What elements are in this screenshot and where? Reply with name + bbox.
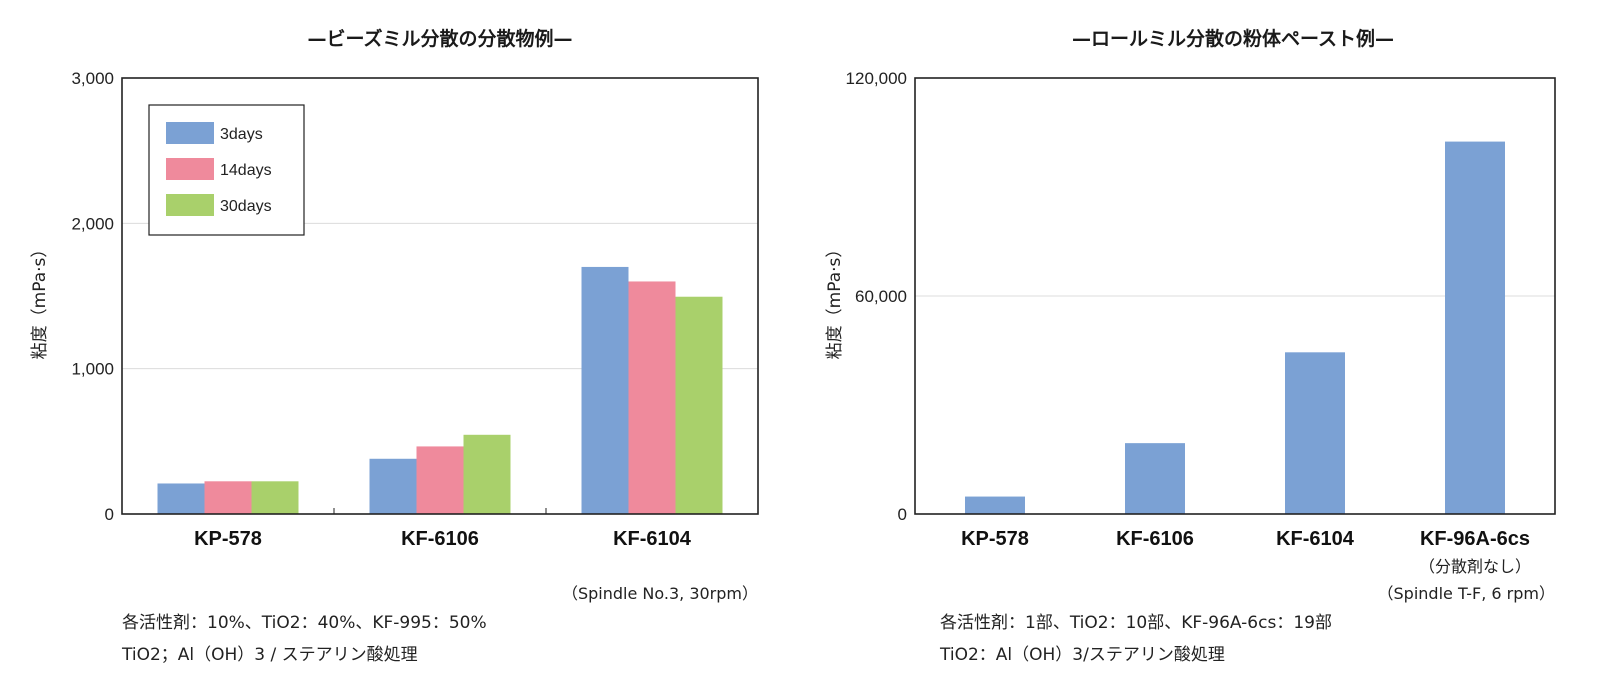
x-tick-sublabel: （分散剤なし） xyxy=(1419,557,1531,576)
x-tick-label: KP-578 xyxy=(194,528,262,550)
chart2-x-ticks: KP-578 KF-6106 KF-6104 KF-96A-6cs （分散剤なし） xyxy=(961,528,1531,576)
y-tick-label: 1,000 xyxy=(71,360,114,379)
legend-swatch-3days xyxy=(166,122,214,144)
chart2-bars xyxy=(965,141,1505,515)
x-tick-label: KF-6104 xyxy=(1276,528,1355,550)
bead-mill-chart: —ビーズミル分散の分散物例— 0 1,000 2,000 3,000 KP-578 KF… xyxy=(30,27,759,665)
y-tick-label: 60,000 xyxy=(855,287,907,306)
chart2-note-2: TiO2：Al（OH）3/ステアリン酸処理 xyxy=(939,645,1225,665)
chart2-y-axis-label: 粘度（mPa·s） xyxy=(825,241,845,360)
chart1-note-1: 各活性剤：10%、TiO2：40%、KF-995：50% xyxy=(122,613,487,633)
chart2-plot-frame xyxy=(914,77,1556,515)
legend-swatch-14days xyxy=(166,158,214,180)
chart1-plot-frame xyxy=(121,77,759,515)
bar-kf-6104 xyxy=(1285,352,1345,514)
x-tick-label: KF-6104 xyxy=(613,528,692,550)
bar-kf-96a-6cs xyxy=(1445,141,1505,515)
bar-kp-578-30days xyxy=(251,481,299,514)
chart1-note-2: TiO2；Al（OH）3 / ステアリン酸処理 xyxy=(121,645,418,665)
legend-label-30days: 30days xyxy=(220,198,272,215)
chart2-y-ticks: 0 60,000 120,000 xyxy=(846,69,907,524)
bar-kf-6106-30days xyxy=(463,434,511,514)
bar-kf-6104-14days xyxy=(628,281,676,514)
chart1-x-ticks: KP-578 KF-6106 KF-6104 xyxy=(194,508,692,550)
chart1-bars xyxy=(157,266,723,514)
chart1-y-ticks: 0 1,000 2,000 3,000 xyxy=(71,69,114,524)
bar-kp-578 xyxy=(965,496,1025,514)
bar-kf-6106-14days xyxy=(416,446,464,514)
y-tick-label: 0 xyxy=(105,505,114,524)
bar-kp-578-14days xyxy=(204,481,252,514)
bar-kf-6104-3days xyxy=(581,266,629,514)
chart2-note-1: 各活性剤：1部、TiO2：10部、KF-96A-6cs：19部 xyxy=(940,613,1332,633)
chart1-title: —ビーズミル分散の分散物例— xyxy=(307,27,572,50)
chart1-y-axis-label: 粘度（mPa·s） xyxy=(30,241,50,360)
legend-label-14days: 14days xyxy=(220,162,272,179)
bar-kp-578-3days xyxy=(157,483,205,514)
bar-kf-6106-3days xyxy=(369,458,417,514)
y-tick-label: 2,000 xyxy=(71,214,114,233)
bar-kf-6104-30days xyxy=(675,296,723,514)
legend-swatch-30days xyxy=(166,194,214,216)
x-tick-label: KF-6106 xyxy=(1116,528,1194,550)
y-tick-label: 0 xyxy=(898,505,907,524)
x-tick-label: KF-6106 xyxy=(401,528,479,550)
chart2-title: —ロールミル分散の粉体ペースト例— xyxy=(1072,27,1394,50)
legend-label-3days: 3days xyxy=(220,126,263,143)
x-tick-label: KP-578 xyxy=(961,528,1029,550)
chart1-legend: 3days 14days 30days xyxy=(148,104,305,236)
bar-kf-6106 xyxy=(1125,443,1185,514)
y-tick-label: 3,000 xyxy=(71,69,114,88)
x-tick-label: KF-96A-6cs xyxy=(1420,528,1530,550)
y-tick-label: 120,000 xyxy=(846,69,907,88)
chart2-spindle-condition: （Spindle T-F, 6 rpm） xyxy=(1378,584,1555,603)
chart1-spindle-condition: （Spindle No.3, 30rpm） xyxy=(562,584,758,603)
